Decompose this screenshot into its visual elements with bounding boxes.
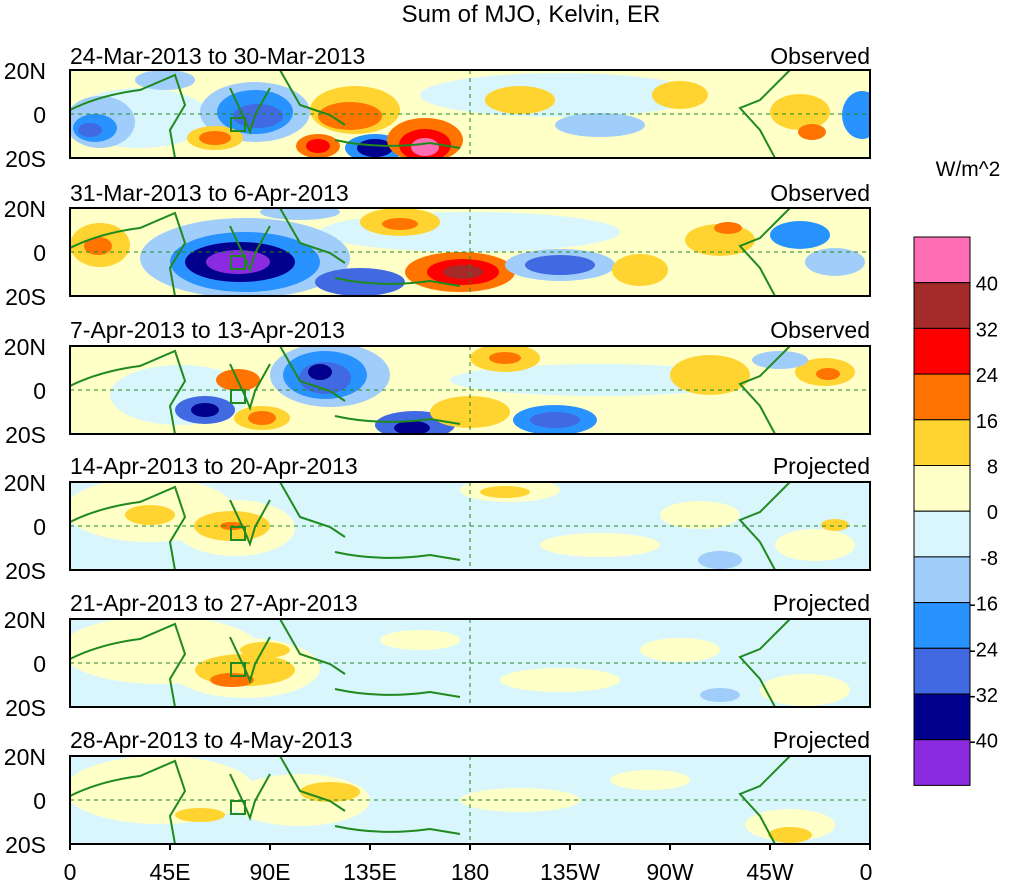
legend-label: 0 [987,502,998,524]
legend-swatch [913,647,971,695]
panel-date-range: 21-Apr-2013 to 27-Apr-2013 [70,590,358,616]
panel-status: Observed [770,317,870,343]
x-tick-label: 45W [746,859,794,885]
y-tick-label: 20S [5,284,46,310]
y-tick-label: 0 [33,514,46,540]
legend-swatch [913,373,971,421]
legend-label: -24 [969,639,998,661]
x-tick-label: 45E [150,859,191,885]
y-tick-label: 20N [4,334,46,360]
panel-date-range: 31-Mar-2013 to 6-Apr-2013 [70,180,349,206]
x-tick-label: 90W [646,859,694,885]
legend-label: -40 [969,731,998,753]
panel-date-range: 14-Apr-2013 to 20-Apr-2013 [70,453,358,479]
map-panel-1: 24-Mar-2013 to 30-Mar-2013 Observed [4,43,871,172]
coastlines [70,208,791,296]
legend-label: -8 [980,548,998,570]
legend-swatch [913,693,971,741]
y-tick-label: 0 [33,788,46,814]
coastlines [70,482,791,570]
y-tick-label: 0 [33,102,46,128]
panel-status: Projected [773,453,870,479]
x-tick-label: 0 [64,859,77,885]
y-tick-label: 20S [5,422,46,448]
coastlines [70,346,791,434]
legend-unit-label: W/m^2 [936,158,1001,181]
x-tick-label: 180 [451,859,489,885]
map-panel-2: 31-Mar-2013 to 6-Apr-2013 Observed [4,180,871,310]
y-tick-label: 20N [4,607,46,633]
legend-label: -16 [969,594,998,616]
x-tick-label: 0 [860,859,873,885]
y-tick-label: 20S [5,832,46,858]
legend-swatch [913,236,971,284]
x-axis: 0 45E 90E 135E 180 135W 90W 45W 0 [64,844,873,885]
map-panel-3: 7-Apr-2013 to 13-Apr-2013 Observed [4,317,871,448]
legend-label: -32 [969,685,998,707]
y-tick-label: 20N [4,58,46,84]
panel-status: Observed [770,180,870,206]
coastlines [70,756,791,844]
legend-swatch [913,510,971,558]
legend-swatch [913,465,971,512]
y-tick-label: 0 [33,378,46,404]
contour-field [70,70,870,158]
legend-label: 32 [976,319,998,341]
figure-title: Sum of MJO, Kelvin, ER [402,1,661,28]
panel-status: Projected [773,727,870,753]
legend-label: 8 [987,457,998,479]
y-tick-label: 20S [5,695,46,721]
panel-date-range: 7-Apr-2013 to 13-Apr-2013 [70,317,345,343]
y-tick-label: 20S [5,146,46,172]
panel-status: Projected [773,590,870,616]
panel-date-range: 28-Apr-2013 to 4-May-2013 [70,727,353,753]
panel-date-range: 24-Mar-2013 to 30-Mar-2013 [70,43,365,69]
panel-status: Observed [770,43,870,69]
color-legend: W/m^2 40 32 24 16 8 0 -8 -16 -24 -32 -40 [913,158,1001,786]
y-tick-label: 0 [33,240,46,266]
contour-field [70,482,870,570]
y-tick-label: 20N [4,470,46,496]
y-tick-label: 20S [5,558,46,584]
legend-label: 16 [976,411,998,433]
legend-swatch [913,602,971,649]
y-tick-label: 20N [4,744,46,770]
legend-label: 24 [976,365,998,387]
y-tick-label: 20N [4,196,46,222]
legend-swatch [913,282,971,329]
y-tick-label: 0 [33,651,46,677]
map-panel-5: 21-Apr-2013 to 27-Apr-2013 Projected 2 [4,590,871,721]
coastlines [70,619,791,707]
legend-label: 40 [976,274,998,296]
map-panel-4: 14-Apr-2013 to 20-Apr-2013 Projected [4,453,871,584]
legend-swatch [913,419,971,466]
legend-swatch [913,327,971,375]
x-tick-label: 90E [250,859,291,885]
map-panel-6: 28-Apr-2013 to 4-May-2013 Projected 20N … [4,727,871,858]
coastlines [70,70,791,158]
x-tick-label: 135W [540,859,600,885]
x-tick-label: 135E [343,859,397,885]
legend-swatch [913,739,971,786]
legend-swatch [913,556,971,604]
